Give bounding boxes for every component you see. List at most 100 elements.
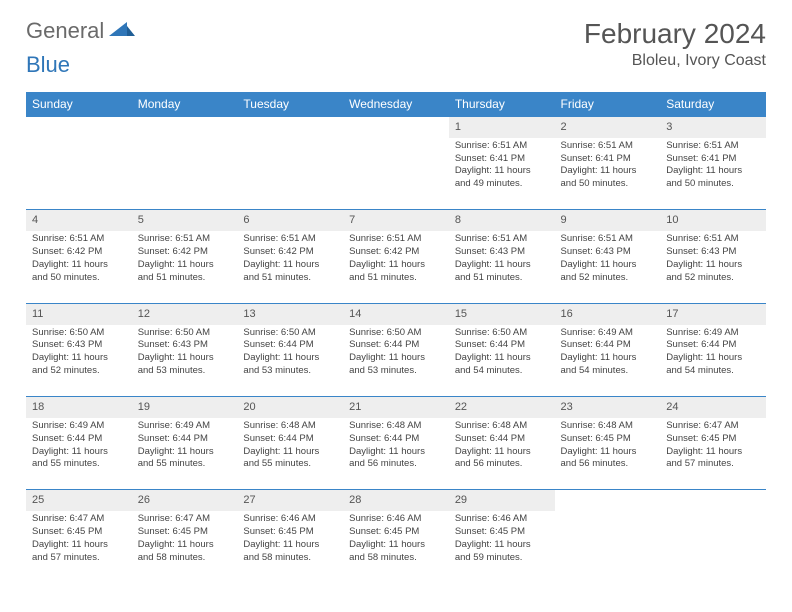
sunrise-line: Sunrise: 6:47 AM [138,513,232,526]
day-number-cell: 21 [343,397,449,418]
daylight-line: Daylight: 11 hours and 55 minutes. [32,446,126,472]
day-info-cell: Sunrise: 6:51 AMSunset: 6:42 PMDaylight:… [26,231,132,303]
sunset-line: Sunset: 6:45 PM [666,433,760,446]
day-number-cell: 12 [132,303,238,324]
sunrise-line: Sunrise: 6:50 AM [138,327,232,340]
day-info-cell: Sunrise: 6:46 AMSunset: 6:45 PMDaylight:… [237,511,343,583]
sunrise-line: Sunrise: 6:48 AM [349,420,443,433]
sunset-line: Sunset: 6:45 PM [243,526,337,539]
daylight-line: Daylight: 11 hours and 56 minutes. [455,446,549,472]
day-number-cell: 29 [449,490,555,511]
day-info-cell: Sunrise: 6:49 AMSunset: 6:44 PMDaylight:… [132,418,238,490]
day-header: Tuesday [237,92,343,117]
sunrise-line: Sunrise: 6:48 AM [455,420,549,433]
sunset-line: Sunset: 6:43 PM [455,246,549,259]
day-info-cell: Sunrise: 6:47 AMSunset: 6:45 PMDaylight:… [132,511,238,583]
day-number-cell: 7 [343,210,449,231]
sunset-line: Sunset: 6:41 PM [561,153,655,166]
day-number-cell [555,490,661,511]
day-info-cell: Sunrise: 6:51 AMSunset: 6:43 PMDaylight:… [660,231,766,303]
location: Bloleu, Ivory Coast [584,52,766,70]
day-info-cell [555,511,661,583]
sunrise-line: Sunrise: 6:51 AM [561,140,655,153]
sunrise-line: Sunrise: 6:50 AM [349,327,443,340]
sunset-line: Sunset: 6:42 PM [138,246,232,259]
day-info-cell: Sunrise: 6:51 AMSunset: 6:42 PMDaylight:… [132,231,238,303]
week-info-row: Sunrise: 6:49 AMSunset: 6:44 PMDaylight:… [26,418,766,490]
day-header: Wednesday [343,92,449,117]
day-info-cell: Sunrise: 6:50 AMSunset: 6:43 PMDaylight:… [26,325,132,397]
day-number-cell: 24 [660,397,766,418]
day-header-row: SundayMondayTuesdayWednesdayThursdayFrid… [26,92,766,117]
sunrise-line: Sunrise: 6:49 AM [138,420,232,433]
day-header: Thursday [449,92,555,117]
day-number-cell: 9 [555,210,661,231]
day-number-cell: 8 [449,210,555,231]
sunrise-line: Sunrise: 6:50 AM [455,327,549,340]
daylight-line: Daylight: 11 hours and 53 minutes. [349,352,443,378]
week-daynum-row: 45678910 [26,210,766,231]
day-header: Sunday [26,92,132,117]
daylight-line: Daylight: 11 hours and 55 minutes. [243,446,337,472]
day-info-cell: Sunrise: 6:47 AMSunset: 6:45 PMDaylight:… [26,511,132,583]
day-number-cell [237,117,343,138]
day-info-cell: Sunrise: 6:51 AMSunset: 6:43 PMDaylight:… [449,231,555,303]
day-number-cell: 25 [26,490,132,511]
day-info-cell: Sunrise: 6:50 AMSunset: 6:44 PMDaylight:… [449,325,555,397]
day-info-cell [26,138,132,210]
sunset-line: Sunset: 6:44 PM [349,433,443,446]
day-number-cell: 16 [555,303,661,324]
sunrise-line: Sunrise: 6:47 AM [666,420,760,433]
daylight-line: Daylight: 11 hours and 59 minutes. [455,539,549,565]
day-info-cell: Sunrise: 6:48 AMSunset: 6:45 PMDaylight:… [555,418,661,490]
day-number-cell: 5 [132,210,238,231]
day-number-cell [132,117,238,138]
daylight-line: Daylight: 11 hours and 53 minutes. [138,352,232,378]
day-number-cell: 28 [343,490,449,511]
day-number-cell: 14 [343,303,449,324]
week-info-row: Sunrise: 6:47 AMSunset: 6:45 PMDaylight:… [26,511,766,583]
daylight-line: Daylight: 11 hours and 51 minutes. [138,259,232,285]
sunset-line: Sunset: 6:41 PM [455,153,549,166]
week-daynum-row: 18192021222324 [26,397,766,418]
daylight-line: Daylight: 11 hours and 57 minutes. [32,539,126,565]
day-number-cell: 2 [555,117,661,138]
sunset-line: Sunset: 6:44 PM [455,433,549,446]
sunset-line: Sunset: 6:42 PM [243,246,337,259]
day-info-cell: Sunrise: 6:49 AMSunset: 6:44 PMDaylight:… [26,418,132,490]
calendar-table: SundayMondayTuesdayWednesdayThursdayFrid… [26,92,766,583]
day-number-cell: 17 [660,303,766,324]
sunset-line: Sunset: 6:43 PM [561,246,655,259]
week-daynum-row: 123 [26,117,766,138]
sunset-line: Sunset: 6:45 PM [138,526,232,539]
sunrise-line: Sunrise: 6:48 AM [561,420,655,433]
day-number-cell: 23 [555,397,661,418]
sunrise-line: Sunrise: 6:51 AM [138,233,232,246]
day-number-cell: 22 [449,397,555,418]
sunrise-line: Sunrise: 6:49 AM [561,327,655,340]
daylight-line: Daylight: 11 hours and 54 minutes. [455,352,549,378]
sunset-line: Sunset: 6:45 PM [32,526,126,539]
day-number-cell: 26 [132,490,238,511]
daylight-line: Daylight: 11 hours and 55 minutes. [138,446,232,472]
daylight-line: Daylight: 11 hours and 52 minutes. [32,352,126,378]
sunset-line: Sunset: 6:45 PM [561,433,655,446]
daylight-line: Daylight: 11 hours and 50 minutes. [561,165,655,191]
daylight-line: Daylight: 11 hours and 56 minutes. [349,446,443,472]
title-block: February 2024 Bloleu, Ivory Coast [584,18,766,70]
logo-mark-icon [109,20,135,43]
daylight-line: Daylight: 11 hours and 51 minutes. [243,259,337,285]
day-number-cell: 27 [237,490,343,511]
day-info-cell: Sunrise: 6:51 AMSunset: 6:41 PMDaylight:… [660,138,766,210]
sunrise-line: Sunrise: 6:49 AM [32,420,126,433]
sunrise-line: Sunrise: 6:51 AM [561,233,655,246]
day-number-cell: 20 [237,397,343,418]
day-number-cell: 11 [26,303,132,324]
daylight-line: Daylight: 11 hours and 54 minutes. [666,352,760,378]
day-number-cell [660,490,766,511]
day-info-cell [660,511,766,583]
day-info-cell: Sunrise: 6:51 AMSunset: 6:42 PMDaylight:… [237,231,343,303]
day-info-cell [132,138,238,210]
sunrise-line: Sunrise: 6:48 AM [243,420,337,433]
day-info-cell: Sunrise: 6:51 AMSunset: 6:42 PMDaylight:… [343,231,449,303]
